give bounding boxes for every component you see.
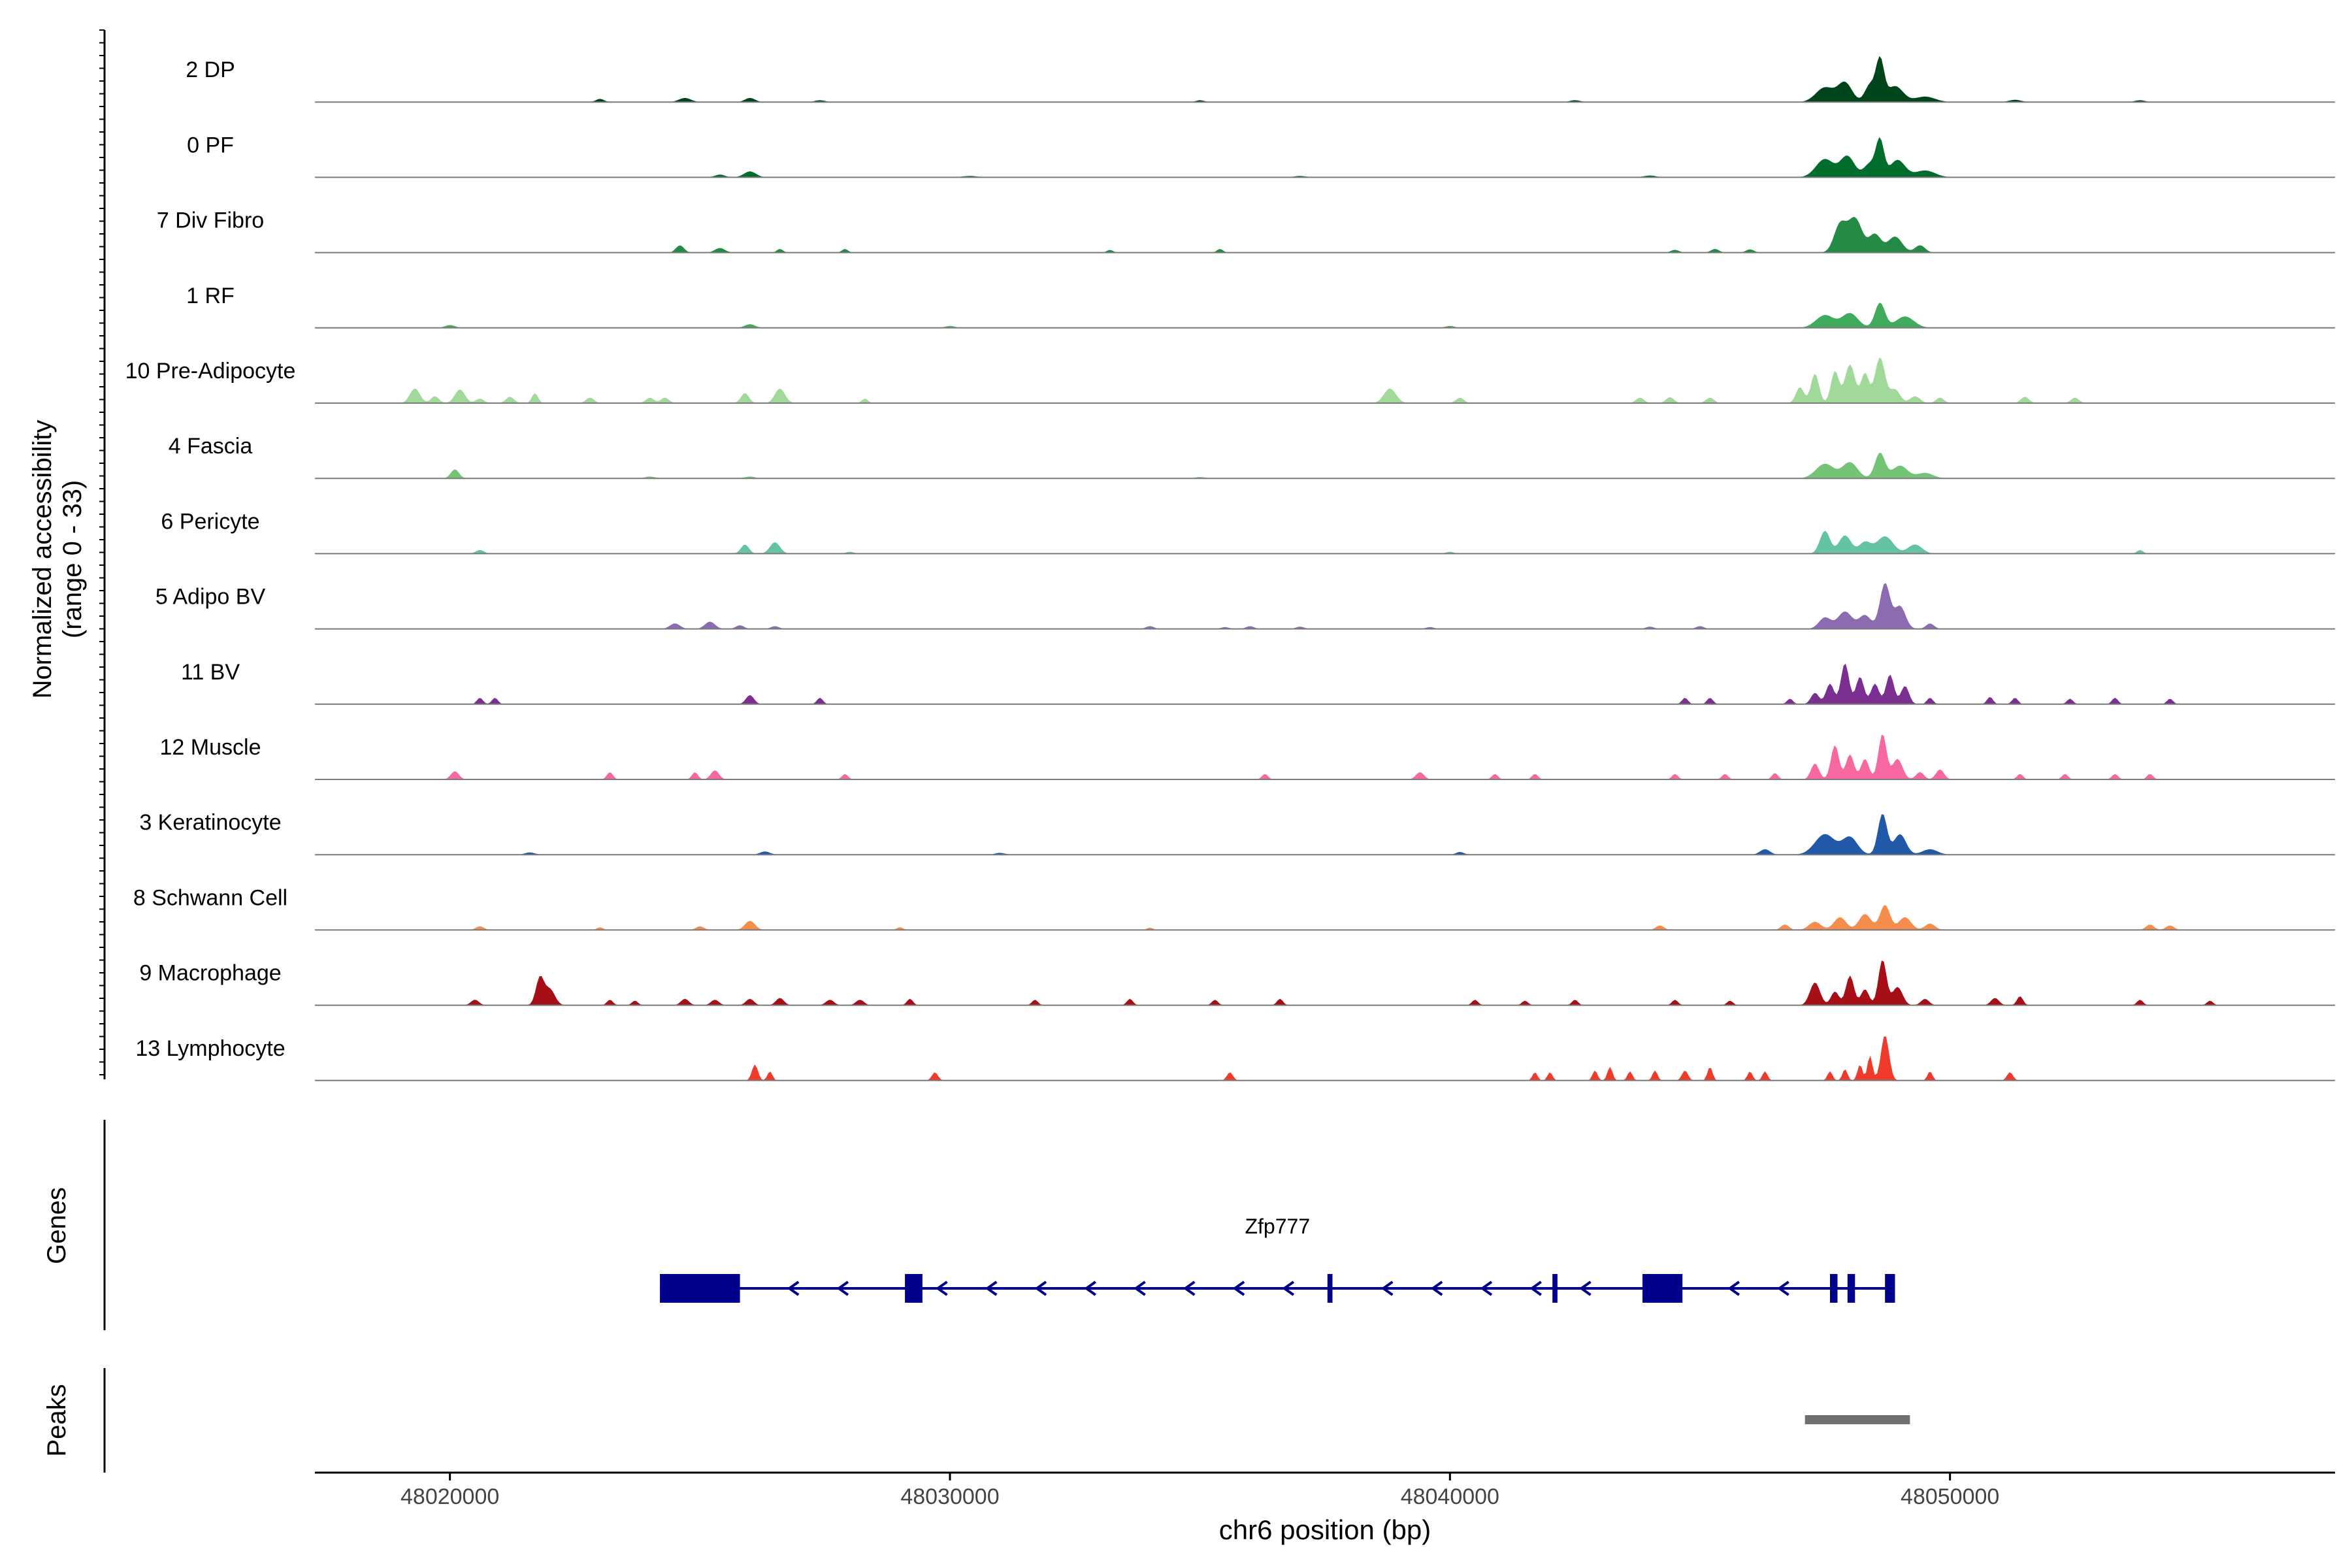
- gene-exon: [660, 1274, 740, 1303]
- coverage-area: [315, 452, 2335, 479]
- coverage-area: [315, 583, 2335, 629]
- y-axis-label-line2: (range 0 - 33): [58, 480, 87, 638]
- track-label: 7 Div Fibro: [157, 208, 264, 233]
- strand-arrow: [1529, 1281, 1542, 1296]
- coverage-area: [315, 56, 2335, 103]
- coverage-area: [315, 302, 2335, 328]
- coverage-area: [315, 663, 2335, 704]
- track-label: 13 Lymphocyte: [135, 1036, 285, 1061]
- strand-arrow: [985, 1281, 998, 1296]
- track-label: 9 Macrophage: [139, 961, 281, 986]
- strand-arrow: [787, 1281, 800, 1296]
- coverage-area: [315, 357, 2335, 403]
- coverage-tracks: 2 DP 0 PF 7 Div Fibro 1 RF 10 Pre-Adipocyte 4…: [125, 56, 2335, 1081]
- x-tick-label: 48020000: [400, 1484, 499, 1509]
- track-label: 10 Pre-Adipocyte: [125, 359, 296, 384]
- y-axis-label-line1: Normalized accessibility: [28, 420, 57, 699]
- x-tick-label: 48030000: [900, 1484, 999, 1509]
- strand-arrow: [1183, 1281, 1196, 1296]
- strand-arrow: [1034, 1281, 1047, 1296]
- track-label: 1 RF: [186, 284, 235, 308]
- coverage-area: [315, 814, 2335, 855]
- gene-model-zfp777: [660, 1274, 1895, 1303]
- track-7: 6 Pericyte: [161, 509, 2335, 555]
- track-label: 12 Muscle: [160, 735, 261, 760]
- track-label: 4 Fascia: [169, 434, 253, 459]
- peak-regions: [1805, 1415, 1910, 1424]
- track-3: 7 Div Fibro: [157, 208, 2335, 253]
- strand-arrow: [836, 1281, 849, 1296]
- track-10: 12 Muscle: [160, 734, 2335, 780]
- gene-exon: [1327, 1274, 1333, 1303]
- coverage-area: [315, 137, 2335, 178]
- gene-exon: [1885, 1274, 1895, 1303]
- strand-arrow: [1380, 1281, 1394, 1296]
- coverage-area: [315, 960, 2335, 1005]
- strand-arrow: [1430, 1281, 1443, 1296]
- gene-exon: [905, 1274, 923, 1303]
- peaks-panel-label: Peaks: [42, 1384, 71, 1456]
- peak-region: [1805, 1415, 1910, 1424]
- track-11: 3 Keratinocyte: [139, 810, 2335, 856]
- track-label: 6 Pericyte: [161, 509, 259, 534]
- gene-exon: [1552, 1274, 1558, 1303]
- track-label: 5 Adipo BV: [155, 585, 266, 610]
- gene-exon: [1830, 1274, 1838, 1303]
- x-tick-label: 48050000: [1901, 1484, 1999, 1509]
- strand-arrow: [1480, 1281, 1493, 1296]
- track-14: 13 Lymphocyte: [135, 1036, 2335, 1081]
- track-1: 2 DP: [186, 56, 2335, 103]
- track-9: 11 BV: [181, 660, 2335, 705]
- track-8: 5 Adipo BV: [155, 583, 2335, 630]
- track-label: 2 DP: [186, 57, 235, 82]
- track-label: 8 Schwann Cell: [133, 885, 287, 910]
- track-2: 0 PF: [187, 133, 2335, 178]
- x-axis-ticks: 48020000 48030000 48040000 48050000: [400, 1473, 1999, 1509]
- coverage-area: [315, 217, 2335, 253]
- track-label: 0 PF: [187, 133, 234, 157]
- genes-panel-label: Genes: [42, 1187, 71, 1264]
- coverage-area: [315, 734, 2335, 779]
- track-6: 4 Fascia: [169, 434, 2335, 480]
- strand-arrow: [1232, 1281, 1245, 1296]
- track-12: 8 Schwann Cell: [133, 885, 2335, 931]
- strand-arrow: [1777, 1281, 1789, 1296]
- coverage-area: [315, 531, 2335, 554]
- strand-arrow: [936, 1281, 948, 1296]
- track-13: 9 Macrophage: [139, 960, 2335, 1006]
- gene-exon: [1642, 1274, 1683, 1303]
- track-label: 11 BV: [181, 660, 240, 685]
- x-tick-label: 48040000: [1401, 1484, 1499, 1509]
- x-axis-label: chr6 position (bp): [1219, 1514, 1431, 1545]
- strand-arrow: [1134, 1281, 1146, 1296]
- gene-name-label: Zfp777: [1245, 1215, 1310, 1238]
- gene-exon: [1847, 1274, 1855, 1303]
- strand-arrow: [1727, 1281, 1740, 1296]
- strand-arrow: [1084, 1281, 1096, 1296]
- coverage-area: [315, 905, 2335, 930]
- strand-arrow: [1282, 1281, 1295, 1296]
- track-label: 3 Keratinocyte: [139, 810, 281, 835]
- coverage-area: [315, 1036, 2335, 1081]
- track-5: 10 Pre-Adipocyte: [125, 357, 2335, 404]
- track-4: 1 RF: [186, 284, 2335, 329]
- strand-arrow: [1579, 1281, 1592, 1296]
